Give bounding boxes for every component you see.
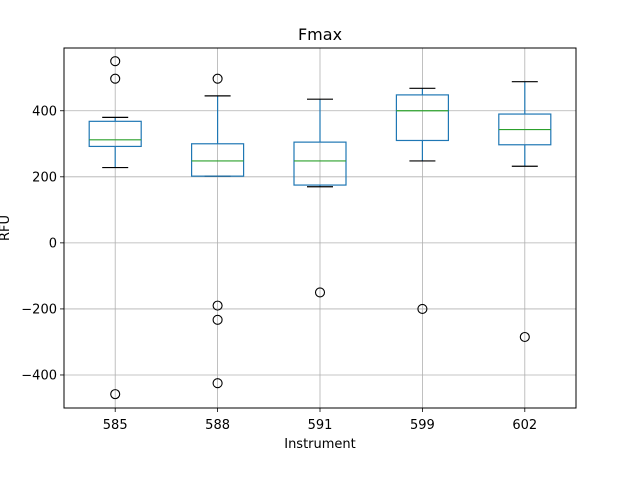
box-group-599 bbox=[395, 87, 449, 314]
x-tick-label: 585 bbox=[103, 418, 128, 433]
box-group-588 bbox=[191, 73, 245, 389]
box-group-585 bbox=[88, 56, 142, 400]
outlier-point bbox=[110, 389, 121, 400]
iqr-box bbox=[88, 120, 142, 148]
y-tick-label: 200 bbox=[32, 170, 57, 185]
chart-title: Fmax bbox=[298, 25, 342, 44]
tick-layer: −400 −200 0 200 400 585 588 591 599 602 bbox=[21, 104, 537, 433]
y-axis-label: RFU bbox=[0, 215, 13, 241]
iqr-box bbox=[395, 94, 449, 142]
outlier-point bbox=[110, 73, 121, 84]
box-group-591 bbox=[293, 98, 347, 298]
y-tick-label: −400 bbox=[21, 368, 57, 383]
x-axis-label: Instrument bbox=[284, 437, 356, 452]
x-tick-label: 588 bbox=[205, 418, 230, 433]
y-tick-label: 400 bbox=[32, 104, 57, 119]
x-tick-label: 599 bbox=[410, 418, 435, 433]
plot-frame bbox=[63, 47, 577, 409]
box-layer bbox=[88, 56, 552, 400]
outlier-point bbox=[110, 56, 121, 67]
box-group-602 bbox=[498, 81, 552, 343]
y-tick-label: 0 bbox=[49, 236, 57, 251]
outlier-point bbox=[212, 73, 223, 84]
outlier-point bbox=[314, 287, 326, 298]
outlier-point bbox=[519, 331, 530, 343]
outlier-point bbox=[212, 314, 223, 325]
y-tick-label: −200 bbox=[21, 302, 57, 317]
iqr-box bbox=[191, 143, 245, 177]
iqr-box bbox=[293, 141, 347, 186]
x-tick-label: 591 bbox=[308, 418, 333, 433]
outlier-point bbox=[212, 378, 223, 389]
outlier-point bbox=[417, 303, 428, 314]
x-tick-label: 602 bbox=[512, 418, 537, 433]
outlier-point bbox=[212, 300, 223, 311]
